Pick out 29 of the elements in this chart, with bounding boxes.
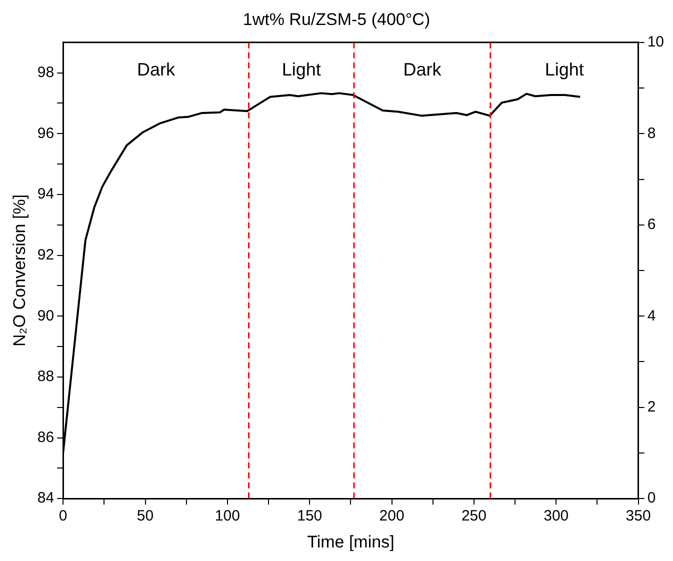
- y2-tick-label: 8: [647, 124, 656, 142]
- y2-tick-label: 10: [647, 34, 664, 51]
- x-tick-label: 300: [544, 508, 569, 525]
- annotation: Light: [544, 59, 584, 80]
- y-tick-label: 88: [37, 368, 54, 386]
- x-tick-label: 0: [58, 508, 68, 525]
- annotation: Dark: [136, 59, 176, 80]
- y2-tick-label: 4: [647, 307, 656, 324]
- y-tick-label: 84: [37, 490, 54, 507]
- x-tick-label: 200: [379, 508, 404, 525]
- y-axis-title: N₂O Conversion [%]: [10, 194, 29, 347]
- y-tick-label: 92: [37, 246, 54, 264]
- x-tick-label: 50: [136, 508, 154, 525]
- y2-tick-label: 0: [647, 490, 656, 507]
- y-tick-label: 86: [37, 428, 54, 446]
- y2-tick-label: 6: [647, 216, 656, 234]
- x-axis-title: Time [mins]: [307, 532, 394, 552]
- y-tick-label: 96: [37, 124, 54, 142]
- y-tick-label: 90: [37, 307, 54, 324]
- annotation: Light: [282, 59, 321, 80]
- x-tick-label: 100: [214, 508, 240, 525]
- y-tick-label: 98: [37, 64, 54, 81]
- x-tick-label: 150: [297, 508, 322, 525]
- x-tick-label: 250: [461, 508, 486, 525]
- x-tick-label: 350: [626, 508, 651, 525]
- y-tick-label: 94: [37, 186, 54, 203]
- annotation: Dark: [403, 59, 442, 80]
- chart-title: 1wt% Ru/ZSM-5 (400°C): [242, 10, 430, 29]
- y2-tick-label: 2: [647, 398, 656, 416]
